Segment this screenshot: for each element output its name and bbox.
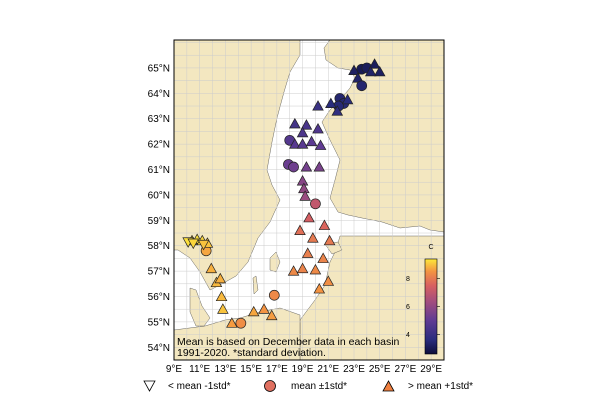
- station-marker-above: [296, 126, 309, 138]
- lon-tick-label: 25°E: [369, 364, 391, 375]
- map-area: Mean is based on December data in each b…: [173, 39, 445, 361]
- latitude-tick-labels: 54°N 55°N 56°N 57°N 58°N 59°N 60°N 61°N 62°N 63°N…: [148, 63, 170, 353]
- land-gotland: [269, 251, 281, 273]
- station-marker-above: [331, 105, 344, 116]
- colorbar-tick-label: 8: [406, 276, 410, 283]
- station-marker-above: [312, 100, 324, 111]
- legend-above-marker: [382, 380, 395, 392]
- station-marker-above: [305, 135, 318, 147]
- graticule: [174, 40, 444, 360]
- land-germany-poland: [174, 307, 301, 360]
- lon-tick-label: 29°E: [420, 364, 442, 375]
- lat-tick-label: 56°N: [148, 292, 170, 303]
- lon-tick-label: 27°E: [395, 364, 417, 375]
- station-marker-above: [373, 65, 386, 77]
- legend-mean-label: mean ±1std*: [291, 381, 347, 392]
- lon-tick-label: 19°E: [292, 364, 314, 375]
- map-note-line1: Mean is based on December data in each b…: [177, 336, 400, 348]
- colorbar-gradient: [424, 258, 438, 355]
- lat-tick-label: 63°N: [148, 114, 170, 125]
- station-marker-above: [247, 305, 260, 317]
- station-marker-above: [289, 117, 301, 129]
- lon-tick-label: 21°E: [317, 364, 339, 375]
- station-marker-above: [314, 139, 327, 150]
- lat-tick-label: 64°N: [148, 89, 170, 100]
- colorbar-ticks: 4 6 8: [406, 276, 440, 339]
- colorbar: C 4 6 8: [406, 244, 440, 355]
- station-marker-above: [303, 211, 315, 223]
- station-marker-above: [317, 252, 329, 263]
- station-marker-mean: [235, 317, 247, 329]
- station-marker-above: [323, 234, 336, 246]
- station-marker-above: [300, 161, 313, 172]
- lat-tick-label: 62°N: [148, 140, 170, 151]
- station-marker-above: [341, 93, 354, 105]
- legend: < mean -1std* mean ±1std* > mean +1std*: [143, 380, 473, 392]
- longitude-tick-labels: 9°E 11°E 13°E 15°E 17°E 19°E 21°E 23°E 25°E 27°E 2…: [166, 364, 442, 375]
- station-marker-above: [217, 303, 229, 314]
- lon-tick-label: 13°E: [215, 364, 237, 375]
- station-marker-above: [214, 272, 227, 284]
- land-finland-russia: [321, 40, 444, 233]
- colorbar-unit: C: [428, 244, 433, 251]
- map-frame: [173, 39, 445, 361]
- station-marker-above: [313, 161, 326, 172]
- station-marker-above: [226, 317, 238, 328]
- station-marker-above: [309, 263, 322, 275]
- station-marker-above: [301, 247, 314, 258]
- station-marker-above: [322, 275, 335, 286]
- station-marker-above: [312, 122, 324, 134]
- station-marker-mean: [310, 198, 321, 210]
- station-marker-mean: [356, 80, 368, 92]
- station-marker-above: [368, 58, 381, 69]
- station-marker-above: [265, 309, 278, 321]
- legend-below-marker: [143, 380, 156, 392]
- station-marker-above: [296, 262, 309, 274]
- station-marker-above: [215, 290, 228, 302]
- lat-tick-label: 65°N: [148, 63, 170, 74]
- colorbar-tick-label: 6: [406, 304, 410, 311]
- colorbar-tick-label: 4: [406, 332, 410, 339]
- station-marker-below: [197, 239, 210, 251]
- lon-tick-label: 9°E: [166, 364, 183, 375]
- lat-tick-label: 58°N: [148, 241, 170, 252]
- legend-above-label: > mean +1std*: [408, 381, 473, 392]
- lon-tick-label: 23°E: [343, 364, 365, 375]
- station-marker-above: [287, 265, 300, 276]
- station-marker-above: [296, 138, 309, 149]
- station-markers: [182, 58, 386, 329]
- legend-below-label: < mean -1std*: [168, 381, 231, 392]
- land-scandinavia: [174, 40, 301, 291]
- station-marker-above: [348, 64, 360, 75]
- station-marker-above: [325, 97, 337, 109]
- lon-tick-label: 11°E: [189, 364, 210, 375]
- lat-tick-label: 60°N: [148, 190, 170, 201]
- station-marker-above: [205, 262, 218, 274]
- station-marker-above: [299, 190, 311, 201]
- lat-tick-label: 59°N: [148, 216, 170, 227]
- land-oland: [252, 275, 259, 295]
- station-marker-above: [313, 282, 326, 294]
- lat-tick-label: 61°N: [148, 165, 170, 176]
- station-marker-below: [187, 238, 200, 250]
- station-marker-above: [300, 119, 313, 130]
- station-marker-above: [258, 303, 270, 314]
- station-marker-above: [289, 138, 301, 149]
- station-marker-above: [307, 232, 319, 243]
- station-marker-above: [318, 219, 331, 230]
- legend-mean-marker: [264, 380, 276, 392]
- lat-tick-label: 54°N: [148, 343, 170, 354]
- lat-tick-label: 55°N: [148, 317, 170, 328]
- lat-tick-label: 57°N: [148, 267, 170, 278]
- station-marker-above: [364, 65, 377, 77]
- station-marker-mean: [288, 161, 299, 173]
- lon-tick-label: 17°E: [266, 364, 288, 375]
- station-marker-mean: [268, 289, 280, 301]
- station-marker-above: [294, 224, 306, 235]
- map-note-line2: 1991-2020. *standard deviation.: [177, 347, 326, 359]
- lon-tick-label: 15°E: [240, 364, 262, 375]
